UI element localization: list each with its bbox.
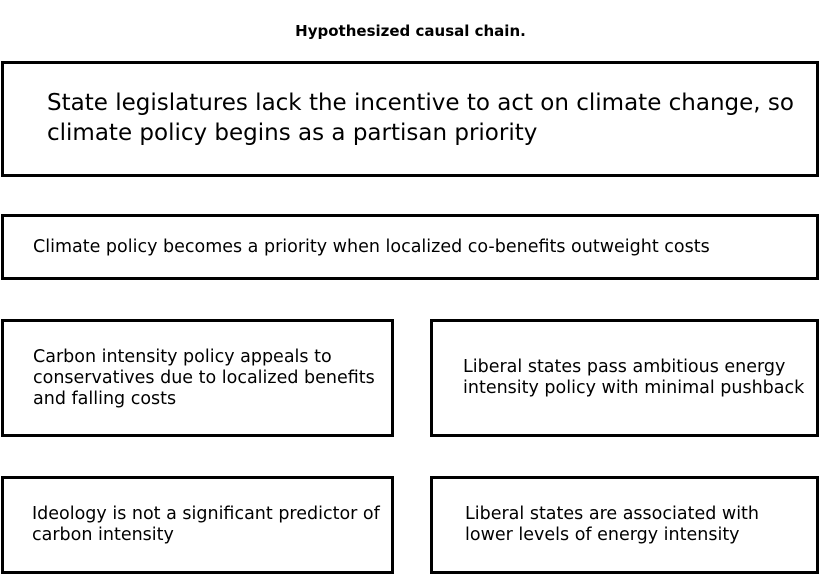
box-text: Liberal states are associated with lower… xyxy=(465,504,760,545)
box-legislatures-lack-incentive: State legislatures lack the incentive to… xyxy=(1,61,819,177)
diagram-title: Hypothesized causal chain. xyxy=(295,22,526,40)
box-text: Carbon intensity policy appeals to conse… xyxy=(33,346,375,409)
box-text: Ideology is not a significant predictor … xyxy=(32,504,380,545)
box-co-benefits-priority: Climate policy becomes a priority when l… xyxy=(1,214,819,280)
box-text: Liberal states pass ambitious energy int… xyxy=(463,357,805,398)
box-text: Climate policy becomes a priority when l… xyxy=(33,236,710,257)
box-text: State legislatures lack the incentive to… xyxy=(47,90,794,146)
box-carbon-intensity-policy: Carbon intensity policy appeals to conse… xyxy=(1,319,394,437)
box-liberal-energy-intensity: Liberal states are associated with lower… xyxy=(430,476,819,574)
box-ideology-not-predictor: Ideology is not a significant predictor … xyxy=(1,476,394,574)
box-energy-intensity-policy: Liberal states pass ambitious energy int… xyxy=(430,319,819,437)
